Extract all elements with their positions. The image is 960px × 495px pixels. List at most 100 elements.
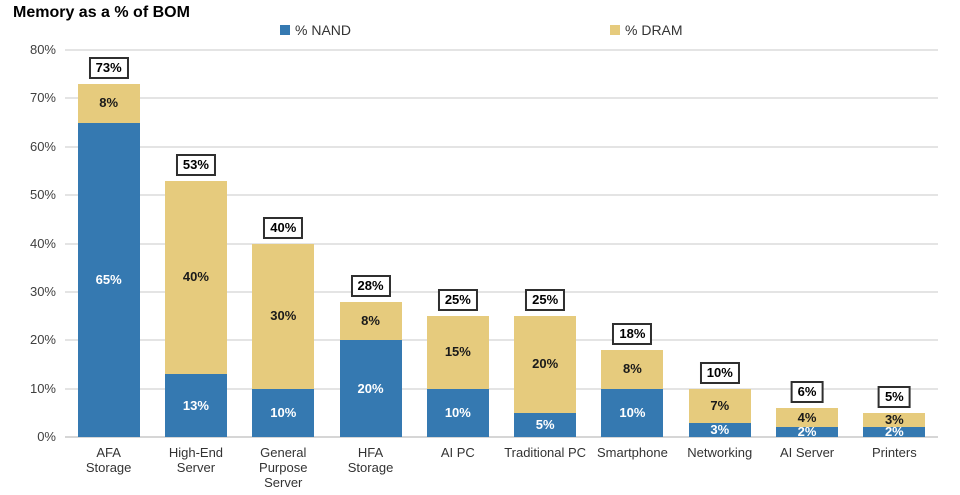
x-axis-label-line: Smartphone [597,445,668,460]
y-tick-label: 80% [29,42,56,57]
segment-value-label: 8% [623,361,642,377]
gridline [65,194,938,197]
y-tick-label: 30% [29,283,56,299]
segment-value-label: 40% [182,269,209,285]
x-axis-label-line: AI PC [440,445,475,460]
bar-segment-dram: 40% [164,180,227,375]
gridline [65,242,938,245]
x-axis-label-line: Networking [687,445,753,460]
x-axis-label-line: HFA [357,445,384,460]
x-axis-label-line: AFA [96,445,121,460]
segment-value-label: 4% [797,409,817,425]
segment-value-label: 2% [884,424,904,440]
total-value-label: 10% [699,361,740,384]
total-value-label: 18% [612,322,653,345]
total-value-label: 25% [437,289,478,312]
total-value-label: 53% [175,153,216,176]
bar-segment-dram: 8% [601,349,664,389]
x-axis-label: Networking [672,445,768,460]
segment-value-label: 10% [270,404,297,420]
segment-value-label: 8% [99,95,119,111]
x-axis-label-line: Traditional PC [504,445,587,460]
gridline [65,387,938,390]
total-value-label: 6% [790,380,824,403]
y-tick-label: 70% [29,90,56,106]
x-axis-label: AI PC [410,445,506,460]
segment-value-label: 3% [710,421,730,437]
bar-segment-dram: 8% [77,83,140,123]
x-axis-label-line: Storage [85,460,132,475]
x-axis-label-line: High-End [168,445,224,460]
dram-legend-swatch-icon [610,25,620,35]
segment-value-label: 3% [884,412,904,428]
total-value-label: 73% [88,56,129,79]
x-axis-label-line: Storage [347,460,394,475]
nand-legend-swatch-icon [280,25,290,35]
segment-value-label: 8% [361,312,380,328]
x-axis-label-line: Printers [871,445,917,460]
bar-segment-nand: 2% [776,424,839,440]
gridline [65,145,938,148]
bar-segment-dram: 30% [252,243,315,389]
segment-value-label: 20% [532,356,559,372]
bar-segment-nand: 65% [77,122,140,437]
segment-value-label: 5% [535,416,555,432]
gridline [65,436,938,438]
chart-title: Memory as a % of BOM [13,4,190,21]
bar-segment-dram: 4% [776,407,839,428]
segment-value-label: 15% [444,344,471,360]
x-axis-label: High-End Server [148,445,244,475]
dram-legend-label: % DRAM [625,22,683,38]
bar-segment-nand: 10% [426,388,489,437]
gridline [65,49,938,51]
y-tick-label: 10% [29,380,56,396]
gridline [65,290,938,293]
total-value-label: 5% [877,385,911,408]
segment-value-label: 20% [357,380,384,396]
x-axis-label: AI Server [759,445,855,460]
nand-legend-label: % NAND [295,22,352,38]
bar-segment-dram: 20% [514,316,577,413]
segment-value-label: 65% [95,271,122,287]
segment-value-label: 10% [619,404,646,420]
legend-item-nand: % NAND [280,22,351,38]
plot-area: 65% 8% 73% 13% 40% 53% 10% 30% 40% 20% 8% 28% 10% 15%… [65,49,938,440]
bar-segment-nand: 10% [601,388,664,437]
x-axis-label: Traditional PC [497,445,593,460]
legend-item-dram: % DRAM [610,22,683,38]
x-axis-label: Printers [846,445,942,460]
segment-value-label: 7% [710,397,730,413]
x-axis-label: General Purpose Server [235,445,331,490]
x-axis-label-line: Server [264,475,303,490]
segment-value-label: 30% [270,308,297,324]
segment-value-label: 13% [182,397,209,413]
x-axis-label-line: General [260,445,307,460]
x-axis-label: HFA Storage [323,445,419,475]
total-value-label: 28% [350,274,391,297]
x-axis-label-line: Purpose [259,460,308,475]
y-tick-label: 60% [29,138,56,154]
bar-segment-dram: 7% [688,388,751,423]
bar-segment-nand: 20% [339,340,402,437]
bar-segment-nand: 3% [688,421,751,437]
y-tick-label: 20% [29,332,56,348]
x-axis-label-line: Server [176,460,216,475]
y-tick-label: 40% [29,235,56,251]
y-tick-label: 0% [37,429,56,444]
x-axis-label: Smartphone [584,445,680,460]
bar-segment-dram: 3% [863,412,926,428]
bar-segment-nand: 10% [252,388,315,437]
bar-segment-dram: 15% [426,316,489,389]
segment-value-label: 2% [797,424,817,440]
y-tick-label: 50% [29,187,56,203]
gridline [65,97,938,100]
gridline [65,339,938,342]
x-axis-label-line: AI Server [779,445,835,460]
x-axis-label: AFA Storage [61,445,157,475]
bar-segment-nand: 13% [164,374,227,437]
total-value-label: 25% [525,289,566,312]
segment-value-label: 10% [444,404,471,420]
bar-segment-nand: 2% [863,424,926,440]
bar-segment-nand: 5% [514,412,577,437]
